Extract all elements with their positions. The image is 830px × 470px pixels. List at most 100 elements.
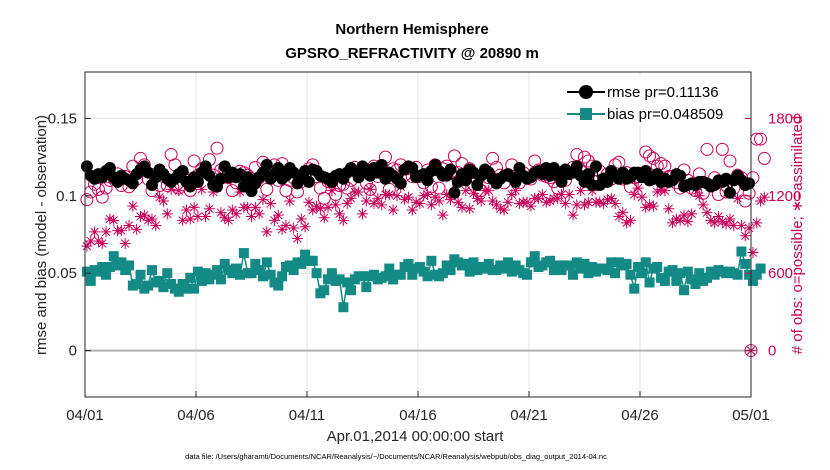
rmse-point xyxy=(176,165,189,178)
obs-assimilated-point xyxy=(686,208,698,220)
obs-assimilated-point xyxy=(732,192,744,204)
obs-assimilated-point xyxy=(636,191,648,203)
bias-point xyxy=(602,265,613,276)
obs-assimilated-point xyxy=(364,183,376,195)
bias-point xyxy=(690,279,701,290)
bias-point xyxy=(85,275,96,286)
x-tick-label: 04/11 xyxy=(289,407,325,424)
bias-point xyxy=(346,285,357,296)
obs-assimilated-point xyxy=(674,214,686,226)
bias-point xyxy=(636,268,647,279)
obs-assimilated-point xyxy=(257,194,269,206)
obs-assimilated-point xyxy=(203,203,215,215)
obs-assimilated-point xyxy=(468,187,479,199)
bias-point xyxy=(131,279,142,290)
obs-assimilated-point xyxy=(540,196,552,208)
bias-point xyxy=(265,269,276,280)
bias-point xyxy=(395,269,406,280)
bias-point xyxy=(116,257,127,268)
bias-point xyxy=(104,262,115,272)
rmse-point xyxy=(375,158,388,171)
rmse-point xyxy=(674,169,687,182)
obs-assimilated-point xyxy=(544,195,556,207)
obs-assimilated-point xyxy=(85,235,97,247)
obs-assimilated-point xyxy=(299,221,311,233)
legend-bias-marker xyxy=(580,108,592,120)
obs-assimilated-point xyxy=(288,222,300,234)
obs-assimilated-point xyxy=(265,198,277,210)
obs-possible-point xyxy=(447,149,461,163)
obs-assimilated-point xyxy=(215,207,227,219)
bias-point xyxy=(629,283,640,294)
bias-point xyxy=(564,260,575,271)
obs-assimilated-point xyxy=(180,204,192,216)
obs-assimilated-point xyxy=(513,198,525,210)
bias-point xyxy=(460,258,471,269)
bias-point xyxy=(506,266,517,277)
obs-assimilated-point xyxy=(483,185,495,197)
obs-assimilated-point xyxy=(246,210,257,222)
legend-rmse-label: rmse pr=0.11136 xyxy=(607,84,719,101)
bias-point xyxy=(522,269,533,280)
obs-assimilated-point xyxy=(119,238,131,250)
obs-assimilated-point xyxy=(376,199,388,211)
bias-point xyxy=(238,248,249,259)
rmse-point xyxy=(723,186,736,199)
obs-assimilated-point xyxy=(452,196,464,208)
left-tick-label: 0.15 xyxy=(48,110,77,127)
bias-point xyxy=(675,268,686,279)
obs-possible-point xyxy=(486,151,500,165)
obs-possible-point xyxy=(643,149,657,163)
bias-point xyxy=(342,277,353,288)
bias-point xyxy=(568,269,579,280)
obs-assimilated-point xyxy=(640,201,652,213)
series-rmse xyxy=(80,158,756,199)
obs-assimilated-point xyxy=(697,199,709,211)
right-tick-label: 0 xyxy=(768,343,776,360)
rmse-point xyxy=(191,175,204,188)
obs-assimilated-point xyxy=(157,195,169,207)
obs-assimilated-point xyxy=(758,191,770,203)
bias-point xyxy=(384,263,395,274)
obs-assimilated-point xyxy=(422,189,434,201)
obs-assimilated-point xyxy=(525,200,537,212)
obs-assimilated-point xyxy=(425,199,437,211)
left-tick-label: 0.05 xyxy=(48,265,77,282)
bias-point xyxy=(196,275,207,286)
obs-assimilated-point xyxy=(632,182,644,194)
rmse-point xyxy=(103,161,116,174)
bias-point xyxy=(579,258,590,269)
obs-assimilated-point xyxy=(693,190,705,202)
bias-point xyxy=(200,268,211,279)
bias-point xyxy=(158,282,169,293)
obs-assimilated-point xyxy=(357,208,368,220)
bias-point xyxy=(311,268,322,279)
rmse-point xyxy=(570,160,583,173)
obs-possible-point xyxy=(578,150,591,164)
obs-possible-point xyxy=(757,151,771,165)
obs-assimilated-point xyxy=(326,185,338,197)
obs-assimilated-point xyxy=(146,213,158,225)
obs-assimilated-point xyxy=(303,196,315,208)
bias-point xyxy=(499,263,510,274)
obs-assimilated-point xyxy=(249,201,261,213)
bias-point xyxy=(380,271,391,282)
obs-assimilated-point xyxy=(617,207,629,219)
obs-assimilated-point xyxy=(192,210,204,222)
bias-point xyxy=(529,251,540,262)
obs-assimilated-point xyxy=(728,219,740,231)
obs-assimilated-point xyxy=(651,186,663,198)
bias-point xyxy=(273,280,284,291)
legend-bias-label: bias pr=0.048509 xyxy=(607,106,723,123)
series-obs-assimilated xyxy=(81,176,770,357)
obs-assimilated-point xyxy=(582,196,594,208)
obs-assimilated-point xyxy=(291,232,303,244)
obs-assimilated-point xyxy=(318,212,330,224)
obs-assimilated-point xyxy=(567,209,579,221)
bias-point xyxy=(101,269,112,280)
obs-assimilated-point xyxy=(556,189,568,201)
bias-point xyxy=(679,285,690,296)
bias-point xyxy=(108,251,119,262)
